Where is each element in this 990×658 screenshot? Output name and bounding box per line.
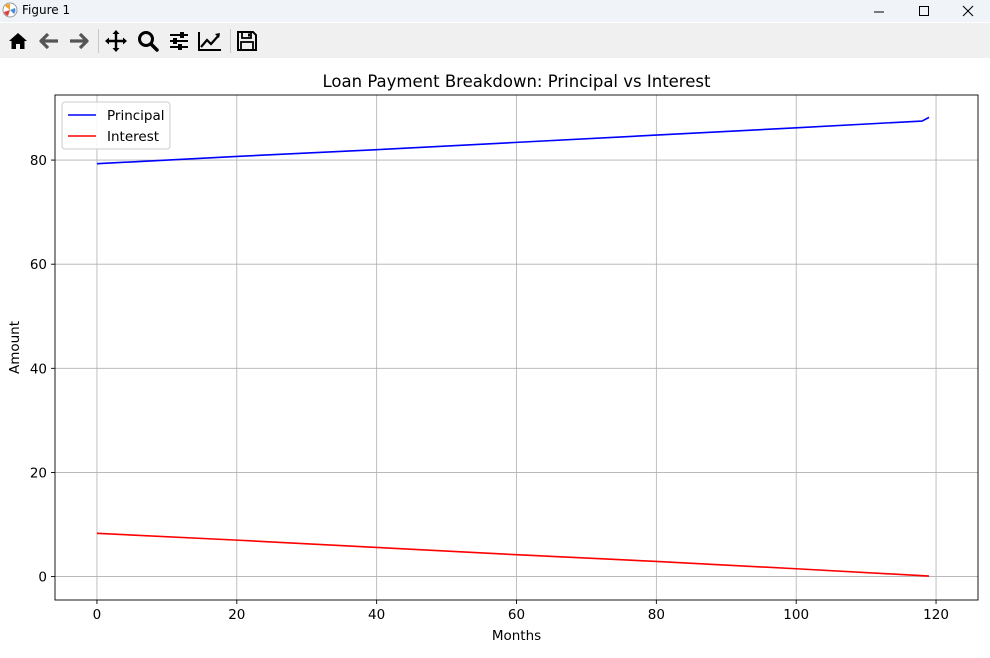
- home-button[interactable]: [4, 27, 32, 55]
- forward-button[interactable]: [65, 27, 93, 55]
- series-line-interest: [96, 532, 930, 577]
- y-tick-label: 80: [30, 153, 47, 169]
- pan-arrows-icon: [105, 30, 127, 52]
- x-tick-label: 120: [923, 607, 949, 623]
- magnifier-icon: [138, 31, 159, 52]
- chart: 0 20 40 60 80 100 120 0 20 40 60 80 Loan Payment Bre…: [7, 72, 979, 644]
- minimize-button[interactable]: [857, 0, 901, 22]
- series-line-principal: [96, 116, 930, 165]
- pan-button[interactable]: [102, 27, 130, 55]
- x-tick-label: 40: [368, 607, 385, 623]
- sliders-icon: [170, 32, 188, 50]
- window-titlebar: Figure 1: [0, 0, 990, 22]
- x-tick-label: 0: [93, 607, 102, 623]
- y-axis-label: Amount: [7, 321, 23, 374]
- y-tick-label: 40: [30, 361, 47, 377]
- home-icon: [9, 33, 27, 49]
- legend-box: [61, 101, 171, 150]
- window-title: Figure 1: [22, 3, 71, 17]
- floppy-disk-icon: [237, 31, 257, 51]
- y-tick-label: 60: [30, 257, 47, 273]
- save-button[interactable]: [233, 27, 261, 55]
- x-tick-label: 80: [648, 607, 665, 623]
- toolbar-separator: [98, 29, 99, 53]
- maximize-button[interactable]: [902, 0, 946, 22]
- x-tick-label: 20: [228, 607, 245, 623]
- close-icon: [962, 5, 974, 17]
- minimize-icon: [874, 11, 884, 13]
- matplotlib-logo-icon: [2, 2, 18, 18]
- x-tick-label: 100: [783, 607, 809, 623]
- x-tick-label: 60: [508, 607, 525, 623]
- line-chart-icon: [198, 32, 221, 51]
- figure-canvas: 0 20 40 60 80 100 120 0 20 40 60 80 Loan Payment Bre…: [0, 58, 990, 654]
- toolbar-separator: [230, 29, 231, 53]
- navigation-toolbar: [0, 23, 990, 59]
- close-button[interactable]: [946, 0, 990, 22]
- x-axis-label: Months: [492, 628, 541, 644]
- edit-axis-button[interactable]: [196, 27, 224, 55]
- legend-label: Principal: [107, 108, 165, 124]
- configure-subplots-button[interactable]: [165, 27, 193, 55]
- forward-arrow-icon: [70, 32, 89, 50]
- back-arrow-icon: [39, 32, 58, 50]
- y-tick-label: 0: [38, 570, 47, 586]
- legend-label: Interest: [107, 129, 159, 145]
- y-tick-label: 20: [30, 465, 47, 481]
- back-button[interactable]: [35, 27, 63, 55]
- maximize-icon: [919, 6, 929, 16]
- chart-title: Loan Payment Breakdown: Principal vs Int…: [323, 72, 711, 91]
- zoom-button[interactable]: [134, 27, 162, 55]
